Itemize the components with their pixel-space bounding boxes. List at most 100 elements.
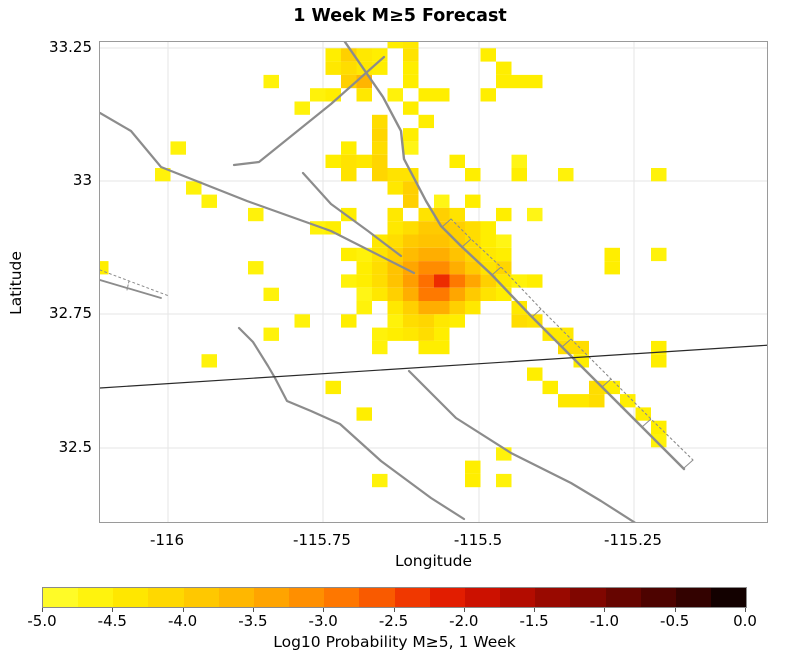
- heatmap-cell: [341, 154, 357, 168]
- heatmap-cell: [403, 261, 419, 275]
- heatmap-cell: [496, 247, 512, 262]
- heatmap-cell: [387, 42, 403, 49]
- heatmap-cell: [403, 48, 419, 62]
- heatmap-cell: [403, 301, 419, 315]
- heatmap-cell: [387, 327, 403, 341]
- heatmap-cell: [341, 61, 357, 75]
- heatmap-cell: [527, 274, 543, 288]
- colorbar-segment: [78, 588, 114, 607]
- heatmap-cell: [403, 141, 419, 155]
- heatmap-cell: [651, 247, 667, 262]
- heatmap-cell: [511, 154, 527, 168]
- heatmap-cell: [387, 287, 403, 301]
- fault-upper-left: [100, 111, 416, 275]
- heatmap-cell: [418, 274, 434, 288]
- heatmap-cell: [465, 287, 481, 301]
- heatmap-cell: [527, 74, 543, 89]
- colorbar-tick-label: -0.5: [660, 612, 690, 630]
- heatmap-cell: [480, 274, 496, 288]
- colorbar-tick-label: -4.0: [167, 612, 198, 630]
- heatmap-cell: [480, 221, 496, 235]
- heatmap-cell: [418, 114, 434, 129]
- colorbar-tick-mark: [252, 608, 254, 612]
- heatmap-cell: [434, 301, 450, 315]
- heatmap-cell: [449, 261, 465, 275]
- heatmap-cell: [449, 314, 465, 328]
- heatmap-cell: [434, 88, 450, 102]
- heatmap-cell: [372, 154, 388, 168]
- heatmap-cell: [651, 434, 667, 448]
- heatmap-cell: [480, 261, 496, 275]
- heatmap-cell: [449, 247, 465, 262]
- heatmap-cell: [604, 380, 620, 395]
- heatmap-cell: [511, 74, 527, 89]
- heatmap-cell: [100, 261, 109, 275]
- heatmap-cell: [372, 261, 388, 275]
- heatmap-cell: [294, 101, 310, 115]
- heatmap-cell: [465, 460, 481, 474]
- heatmap-cell: [372, 340, 388, 355]
- heatmap-cell: [434, 247, 450, 262]
- heatmap-cell: [325, 88, 341, 102]
- colorbar-segment: [570, 588, 606, 607]
- heatmap-cell: [403, 234, 419, 248]
- heatmap-cell: [465, 221, 481, 235]
- heatmap-cell: [356, 287, 372, 301]
- colorbar-segment: [710, 588, 747, 607]
- heatmap-cell: [387, 234, 403, 248]
- heatmap-cell: [356, 247, 372, 262]
- heatmap-cell: [372, 61, 388, 75]
- heatmap-cell: [496, 473, 512, 488]
- heatmap-cell: [372, 274, 388, 288]
- colorbar-segment: [359, 588, 395, 607]
- colorbar-tick-label: -4.5: [97, 612, 127, 630]
- colorbar-segment: [218, 588, 254, 607]
- heatmap-cell: [480, 48, 496, 62]
- heatmap-cell: [403, 42, 419, 49]
- heatmap-cell: [651, 340, 667, 355]
- heatmap-cell: [449, 207, 465, 222]
- heatmap-cell: [573, 394, 589, 408]
- heatmap-cell: [372, 287, 388, 301]
- colorbar-segment: [640, 588, 676, 607]
- fault-branch: [301, 171, 403, 258]
- heatmap-cell: [186, 181, 202, 195]
- heatmap-cell: [387, 207, 403, 222]
- heatmap-cell: [558, 394, 574, 408]
- heatmap-cell: [589, 394, 605, 408]
- heatmap-cell: [356, 48, 372, 62]
- heatmap-cell: [496, 74, 512, 89]
- fault-hatch-tick: [491, 266, 502, 276]
- heatmap-cell: [434, 327, 450, 341]
- canal-solid: [100, 279, 162, 299]
- heatmap-cell: [418, 340, 434, 355]
- heatmap-cell: [403, 327, 419, 341]
- heatmap-cell: [356, 301, 372, 315]
- map-plot-area: [99, 41, 768, 523]
- heatmap-cell: [403, 287, 419, 301]
- y-tick-label: 33: [72, 171, 92, 189]
- colorbar-segment: [113, 588, 149, 607]
- colorbar-tick-mark: [534, 608, 536, 612]
- colorbar-tick-label: -3.5: [238, 612, 268, 630]
- fault-hatch-tick: [641, 418, 652, 428]
- heatmap-cell: [418, 287, 434, 301]
- heatmap-cell: [372, 114, 388, 129]
- heatmap-cell: [465, 301, 481, 315]
- heatmap-cell: [434, 261, 450, 275]
- heatmap-cell: [325, 380, 341, 395]
- colorbar-segment: [253, 588, 290, 607]
- heatmap-cell: [558, 168, 574, 182]
- colorbar-tick-mark: [42, 608, 43, 612]
- heatmap-cell: [310, 88, 326, 102]
- heatmap-cell: [418, 88, 434, 102]
- fault-hatch-tick: [561, 338, 572, 348]
- chart-title: 1 Week M≥5 Forecast: [293, 6, 507, 26]
- colorbar-tick-mark: [182, 608, 184, 612]
- heatmap-cell: [387, 168, 403, 182]
- heatmap-cell: [449, 221, 465, 235]
- x-tick-label: -115.5: [453, 531, 503, 549]
- heatmap-cell: [387, 88, 403, 102]
- heatmap-cell: [341, 141, 357, 155]
